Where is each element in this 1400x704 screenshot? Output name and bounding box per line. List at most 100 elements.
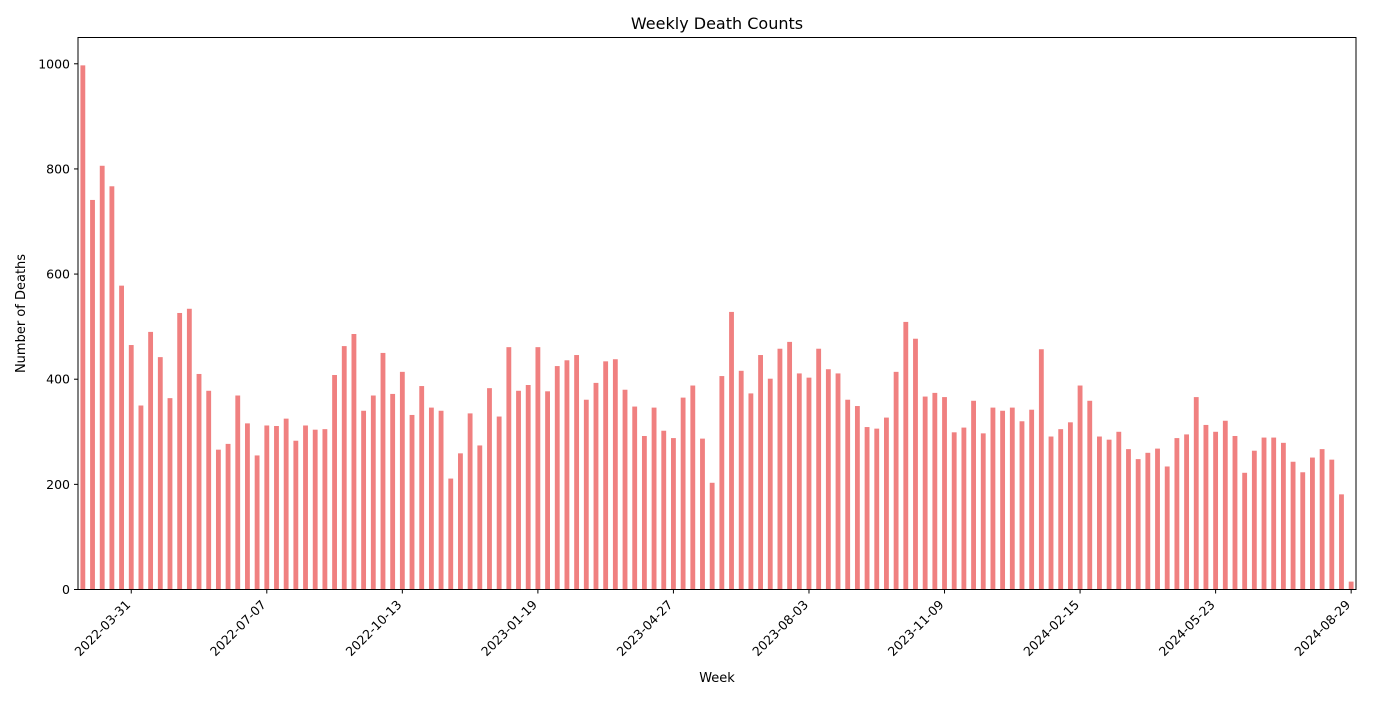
x-tick-label: 2022-07-07	[207, 597, 269, 659]
bar	[1116, 431, 1122, 590]
y-tick-label: 800	[46, 161, 70, 176]
bar	[622, 389, 628, 590]
bar	[671, 438, 676, 590]
bar	[235, 395, 241, 590]
bar	[438, 410, 444, 590]
bar	[913, 338, 918, 590]
bar	[274, 426, 279, 590]
bar	[351, 334, 357, 590]
x-tick-label: 2022-10-13	[342, 597, 404, 659]
x-tick-label: 2023-01-19	[478, 597, 540, 659]
bar	[487, 388, 492, 590]
x-tick-label: 2024-02-15	[1020, 597, 1082, 659]
bar	[1310, 457, 1315, 590]
bar	[467, 413, 473, 590]
bar	[1097, 436, 1102, 590]
bar	[787, 341, 793, 590]
bars-group	[80, 65, 1354, 590]
x-tick-label: 2023-08-03	[749, 597, 811, 659]
bar	[835, 373, 841, 590]
bar	[690, 385, 696, 590]
bar	[874, 428, 880, 590]
x-tick-label: 2024-08-29	[1291, 597, 1353, 659]
bar	[922, 396, 928, 590]
bar	[1077, 385, 1083, 590]
bar	[99, 165, 105, 590]
bar	[583, 399, 589, 590]
bar	[506, 347, 512, 590]
y-tick-label: 1000	[38, 56, 70, 71]
bar	[215, 449, 221, 590]
x-axis: 2022-03-31 2022-07-07 2022-10-13 2023-01-19…	[71, 589, 1353, 659]
bar	[1087, 400, 1093, 590]
bar	[825, 369, 831, 590]
bar	[903, 321, 909, 590]
bar	[1000, 410, 1006, 590]
x-tick-label: 2022-03-31	[71, 597, 133, 659]
bar	[119, 285, 124, 590]
bar	[1348, 581, 1354, 590]
x-tick-label: 2023-04-27	[614, 597, 676, 659]
bar	[758, 355, 763, 590]
bar	[932, 392, 938, 590]
bar	[603, 361, 609, 590]
bar	[700, 438, 705, 590]
x-tick-label: 2023-11-09	[885, 597, 947, 659]
bar	[951, 432, 957, 590]
bar	[90, 199, 95, 590]
bar	[283, 418, 289, 590]
bar	[1135, 459, 1141, 590]
bar	[1155, 448, 1160, 590]
bar	[186, 308, 192, 590]
bar	[516, 390, 521, 590]
bar	[719, 376, 725, 590]
bar	[1232, 435, 1238, 590]
bar	[332, 375, 337, 590]
bar	[1126, 449, 1131, 590]
bar	[1329, 459, 1335, 590]
x-tick-label: 2024-05-23	[1156, 597, 1218, 659]
bar	[980, 433, 986, 590]
bar	[1290, 461, 1296, 590]
bar	[148, 331, 154, 590]
bar	[206, 390, 212, 590]
bar	[293, 440, 299, 590]
bar	[1009, 407, 1015, 590]
y-tick-label: 200	[46, 477, 70, 492]
bar	[1106, 439, 1112, 590]
bar	[806, 377, 812, 590]
bar	[729, 311, 734, 590]
bar	[361, 410, 367, 590]
bar	[564, 360, 570, 590]
bar	[1261, 437, 1267, 590]
bar	[177, 312, 183, 590]
bar	[390, 393, 396, 590]
bar	[341, 346, 347, 590]
bar	[612, 359, 618, 590]
bar	[1145, 452, 1151, 590]
bar	[796, 373, 802, 590]
bar	[428, 407, 434, 590]
bar	[128, 345, 134, 590]
bar	[971, 400, 976, 590]
bar	[884, 417, 889, 590]
bar	[1067, 422, 1073, 590]
bar	[380, 352, 386, 590]
bar	[535, 347, 541, 590]
bar	[893, 371, 899, 590]
bar	[554, 366, 560, 590]
bar	[225, 443, 231, 590]
bar	[80, 65, 86, 590]
y-tick-label: 0	[62, 582, 70, 597]
bar	[1048, 436, 1054, 590]
x-axis-label: Week	[699, 671, 735, 686]
bar	[709, 482, 715, 590]
bar	[254, 455, 260, 590]
bar	[1222, 420, 1228, 590]
bar	[816, 348, 822, 590]
bar	[961, 427, 967, 590]
bar	[399, 371, 405, 590]
bar	[109, 186, 115, 590]
